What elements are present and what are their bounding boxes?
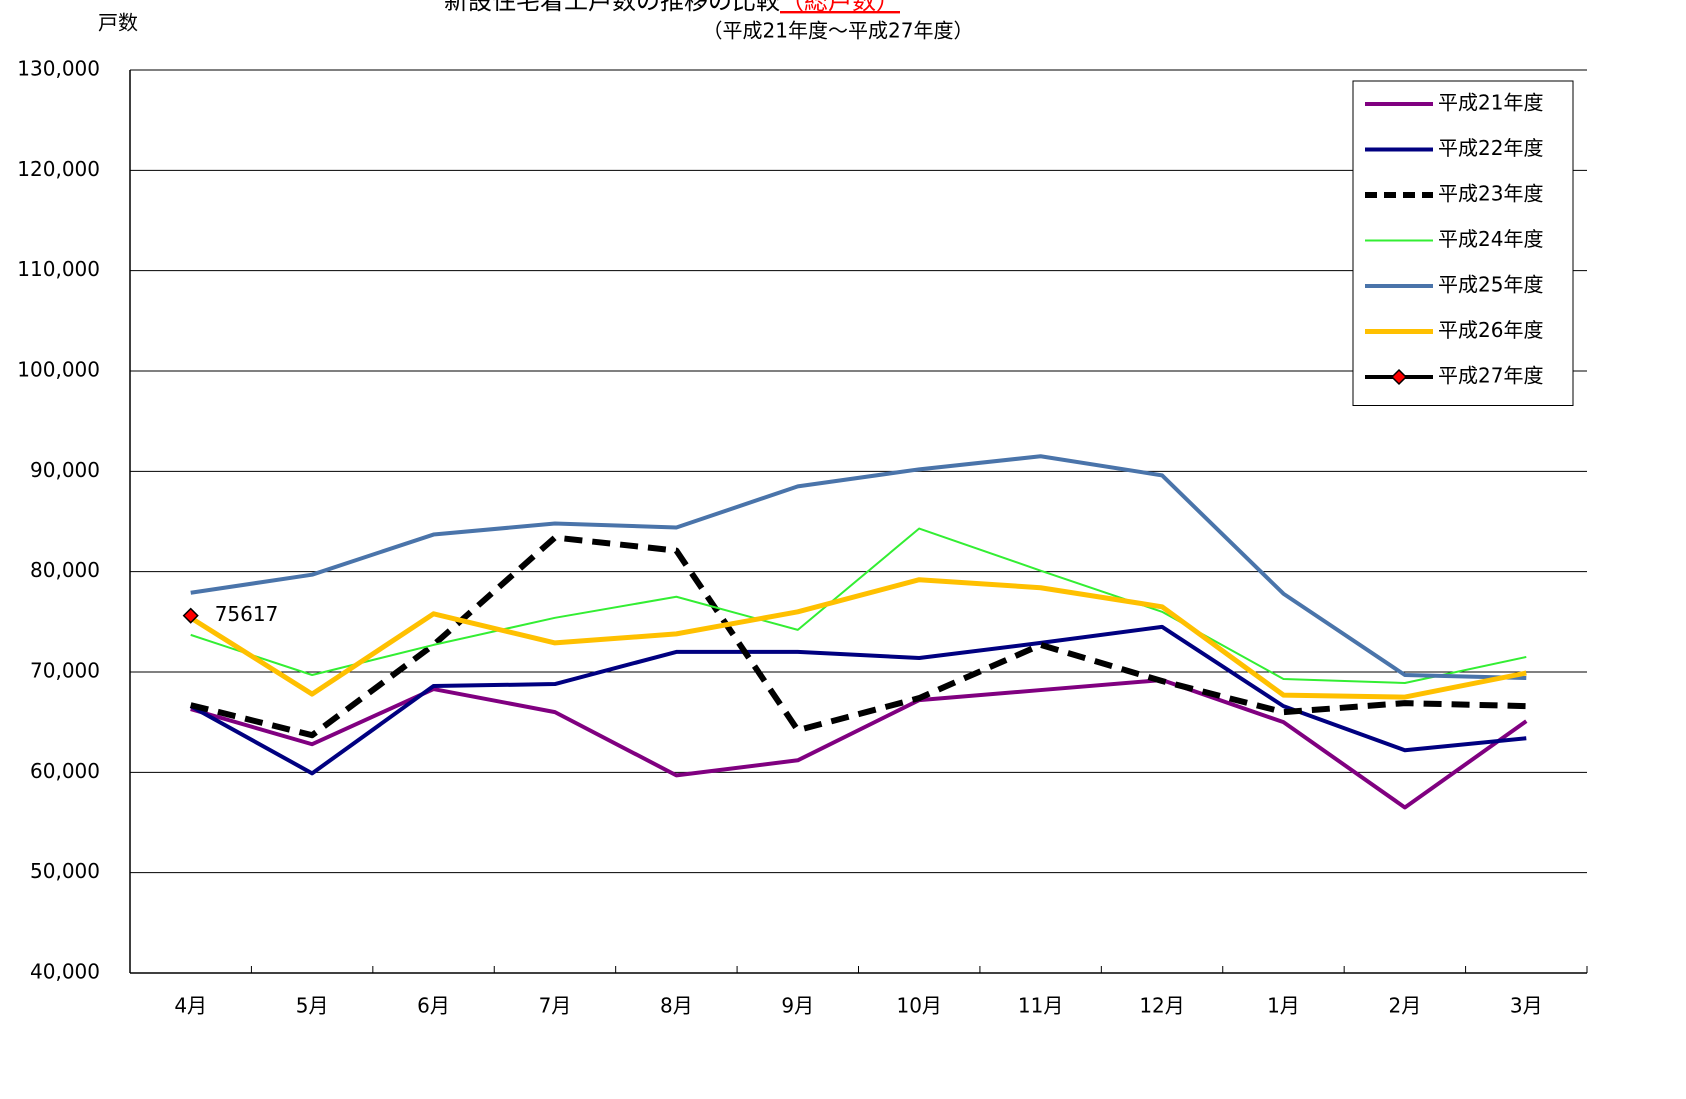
y-tick-label: 40,000: [30, 960, 100, 984]
chart-title-highlight: （総戸数）: [780, 0, 900, 15]
series-line: [190, 454, 1527, 681]
x-tick-label: 9月: [781, 994, 814, 1018]
y-tick-label: 100,000: [17, 358, 100, 382]
x-tick-label: 12月: [1139, 994, 1184, 1018]
legend-label: 平成22年度: [1438, 136, 1543, 160]
legend-label: 平成25年度: [1438, 273, 1543, 297]
legend-label: 平成27年度: [1438, 364, 1543, 388]
legend-label: 平成24年度: [1438, 227, 1543, 251]
legend-box: [1352, 80, 1574, 406]
series-line: [190, 527, 1527, 685]
y-tick-label: 130,000: [17, 57, 100, 81]
x-tick-label: 8月: [660, 994, 693, 1018]
x-tick-label: 3月: [1510, 994, 1543, 1018]
series-line: [189, 534, 1527, 739]
x-tick-label: 11月: [1018, 994, 1063, 1018]
y-tick-label: 110,000: [17, 257, 100, 281]
x-tick-label: 10月: [896, 994, 941, 1018]
chart-title: 新設住宅着工戸数の推移の比較: [444, 0, 780, 15]
x-tick-label: 4月: [174, 994, 207, 1018]
legend-label: 平成26年度: [1438, 318, 1543, 342]
y-tick-label: 60,000: [30, 759, 100, 783]
y-tick-label: 50,000: [30, 859, 100, 883]
x-tick-label: 5月: [296, 994, 329, 1018]
x-tick-label: 1月: [1267, 994, 1300, 1018]
x-tick-label: 7月: [539, 994, 572, 1018]
legend-marker: [1390, 368, 1408, 386]
legend-label: 平成21年度: [1438, 91, 1543, 115]
legend-label: 平成23年度: [1438, 182, 1543, 206]
y-axis-label: 戸数: [98, 11, 138, 35]
y-tick-label: 70,000: [30, 659, 100, 683]
y-tick-label: 80,000: [30, 558, 100, 582]
x-tick-label: 2月: [1389, 994, 1422, 1018]
x-tick-label: 6月: [417, 994, 450, 1018]
series-line: [189, 624, 1527, 776]
y-tick-label: 90,000: [30, 458, 100, 482]
point-marker: [182, 607, 199, 624]
y-tick-label: 120,000: [17, 157, 100, 181]
data-label: 75617: [215, 602, 279, 626]
series-line: [190, 678, 1528, 810]
chart-subtitle: （平成21年度～平成27年度）: [703, 19, 974, 43]
series-line: [189, 577, 1527, 700]
